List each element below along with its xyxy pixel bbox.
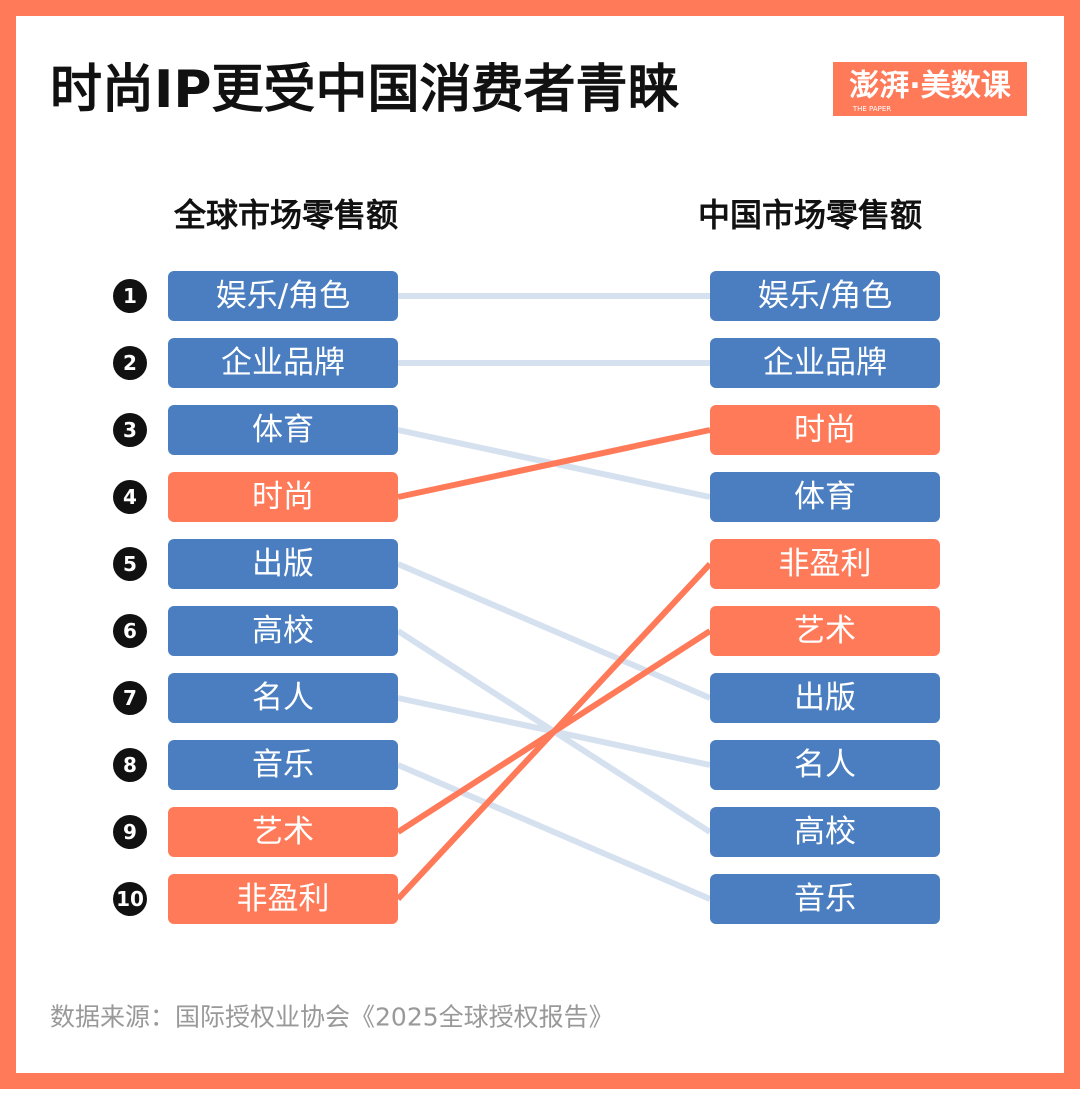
- rank-badge: [113, 882, 147, 916]
- rank: 3: [123, 418, 137, 442]
- right-label: 高校: [794, 814, 856, 850]
- right-box: [710, 472, 940, 522]
- left-label: 非盈利: [237, 881, 330, 917]
- right-box: [710, 740, 940, 790]
- left-box: [168, 338, 398, 388]
- left-label: 名人: [252, 680, 314, 716]
- source: 数据来源：国际授权业协会《2025全球授权报告》: [50, 1003, 614, 1032]
- rank: 10: [116, 887, 144, 911]
- left-label: 企业品牌: [221, 345, 345, 381]
- rank: 7: [123, 686, 137, 710]
- link: [397, 427, 711, 500]
- left-label: 艺术: [252, 814, 314, 850]
- left-label: 高校: [252, 613, 314, 649]
- rank-badge: [113, 346, 147, 380]
- right-box: [710, 874, 940, 924]
- left-label: 时尚: [252, 479, 314, 515]
- rank-badge: [113, 480, 147, 514]
- left-title: 全球市场零售额: [173, 196, 398, 234]
- rank: 8: [123, 753, 137, 777]
- left-box: [168, 472, 398, 522]
- rank: 6: [123, 619, 137, 643]
- left-box: [168, 405, 398, 455]
- left-label: 娱乐/角色: [216, 278, 350, 314]
- right-box: [710, 405, 940, 455]
- left-box: [168, 740, 398, 790]
- rank: 2: [123, 351, 137, 375]
- logo: 澎湃·美数课: [849, 69, 1011, 104]
- right-box: [710, 539, 940, 589]
- left-box: [168, 271, 398, 321]
- right-label: 体育: [794, 479, 856, 515]
- link: [396, 561, 712, 701]
- right-box: [710, 271, 940, 321]
- right-title: 中国市场零售额: [698, 196, 922, 234]
- right-label: 艺术: [794, 613, 856, 649]
- rank-badge: [113, 547, 147, 581]
- rank-badge: [113, 681, 147, 715]
- left-box: [168, 874, 398, 924]
- rank: 5: [123, 552, 137, 576]
- left-box: [168, 606, 398, 656]
- rank-badge: [113, 748, 147, 782]
- left-box: [168, 539, 398, 589]
- logo-sub: THE PAPER: [852, 105, 891, 113]
- rank-badge: [113, 279, 147, 313]
- right-label: 企业品牌: [763, 345, 887, 381]
- right-label: 非盈利: [779, 546, 872, 582]
- link: [395, 561, 713, 902]
- logo-box: [833, 62, 1027, 116]
- right-box: [710, 673, 940, 723]
- right-label: 时尚: [794, 412, 856, 448]
- right-label: 出版: [794, 680, 856, 716]
- right-label: 音乐: [794, 881, 856, 917]
- rank: 1: [123, 284, 137, 308]
- link: [396, 762, 712, 902]
- rank: 9: [123, 820, 137, 844]
- right-label: 名人: [794, 747, 856, 783]
- right-box: [710, 807, 940, 857]
- left-label: 音乐: [252, 747, 314, 783]
- left-label: 出版: [252, 546, 314, 582]
- rank-badge: [113, 815, 147, 849]
- right-box: [710, 606, 940, 656]
- right-box: [710, 338, 940, 388]
- left-box: [168, 673, 398, 723]
- rank-badge: [113, 614, 147, 648]
- left-label: 体育: [252, 412, 314, 448]
- right-label: 娱乐/角色: [758, 278, 892, 314]
- rank: 4: [123, 485, 137, 509]
- title: 时尚IP更受中国消费者青睐: [50, 60, 679, 120]
- rank-badge: [113, 413, 147, 447]
- left-box: [168, 807, 398, 857]
